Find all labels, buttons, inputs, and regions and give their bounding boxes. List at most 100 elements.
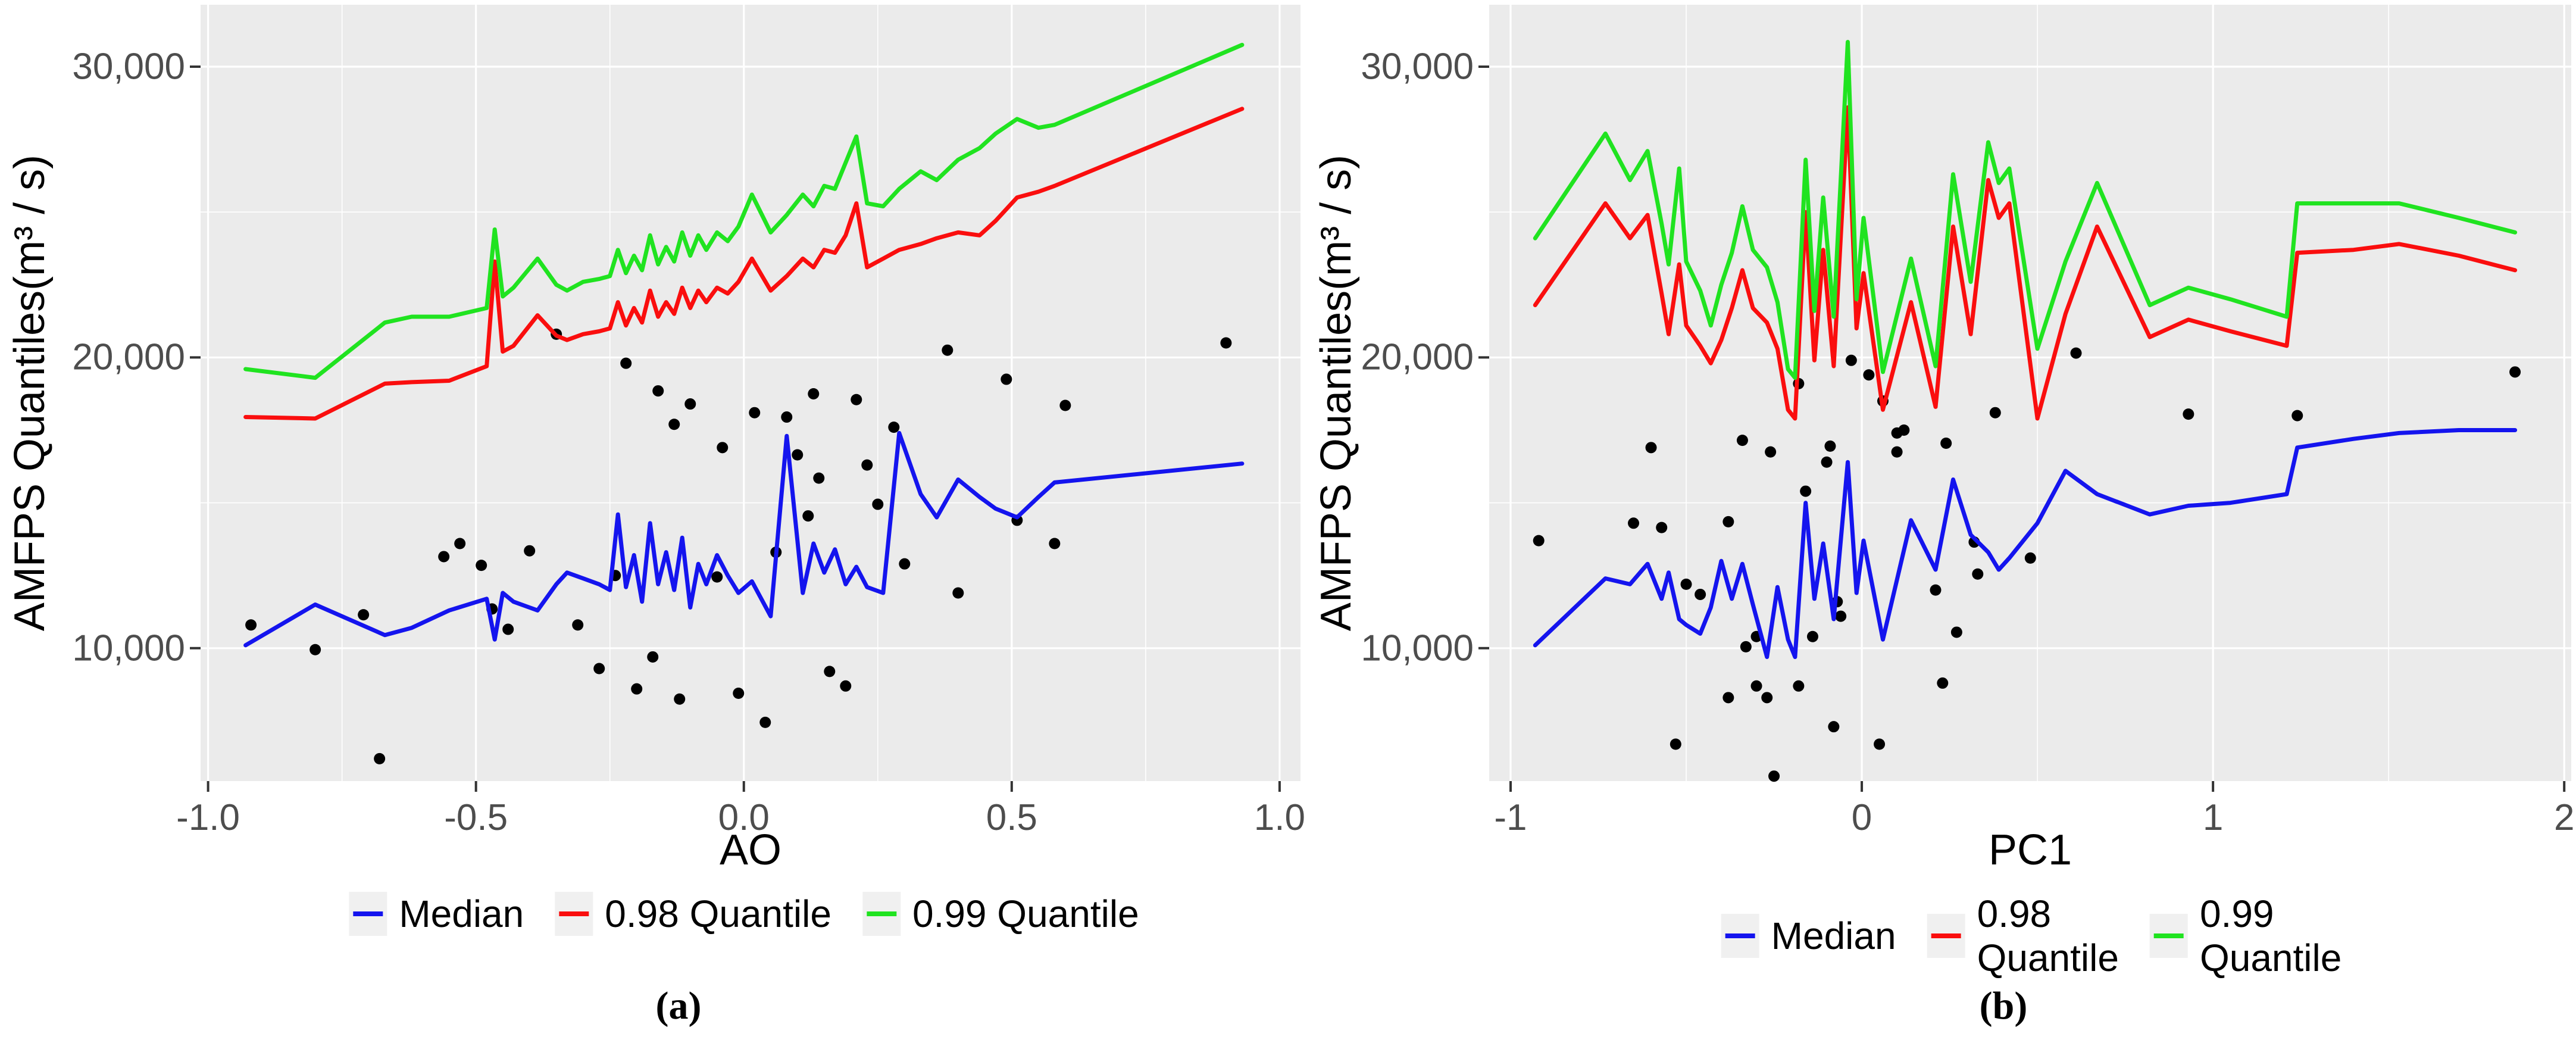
scatter-point [749,407,761,419]
scatter-point [358,609,370,621]
q99-line-key-icon [2153,933,2184,938]
scatter-point [1740,641,1752,652]
legend-label: 0.98 Quantile [1977,892,2119,979]
scatter-point [1722,516,1734,527]
legend-label: Median [1771,914,1896,957]
scatter-point [1533,535,1545,547]
legend-key-box [1927,914,1965,958]
scatter-point [476,560,487,572]
scatter-point [2183,408,2194,420]
scatter-point [952,587,964,599]
scatter-point [1645,442,1657,454]
scatter-point [1750,680,1762,692]
panel-label-a: (a) [655,984,702,1028]
y-tick-label: 20,000 [72,336,185,378]
scatter-point [792,449,804,461]
scatter-point [1891,446,1903,458]
legend-item-099-quantile: 0.99 Quantile [2149,892,2342,980]
x-axis-title-panel-b: PC1 [1988,826,2072,874]
panel-background-b [1489,5,2571,781]
scatter-point [1220,337,1232,349]
0-98-quantile-line-a [243,107,1245,421]
legend-panel-b: Median 0.98 Quantile 0.99 Quantile [1721,892,2342,980]
legend-item-098-quantile: 0.98 Quantile [555,892,831,936]
scatter-point [802,510,814,522]
scatter-point [872,498,884,510]
y-tick-label: 30,000 [1361,46,1474,88]
0-99-quantile-line-a [243,42,1245,380]
legend-key-box [555,892,593,936]
legend-key-box [1721,914,1759,958]
legend-item-098-quantile: 0.98 Quantile [1927,892,2119,980]
scatter-point [717,442,729,454]
q99-line-key-icon [866,911,896,916]
x-tick-label: -1.0 [176,797,240,838]
scatter-point [2509,366,2521,378]
scatter-point [1768,770,1780,782]
0-99-quantile-line-b [1533,40,2518,380]
panel-background-a [201,5,1300,781]
scatter-point [1824,440,1836,452]
scatter-point [1845,354,1857,366]
scatter-point [1950,626,1962,638]
y-tick-label: 10,000 [72,627,185,669]
scatter-point [733,688,745,700]
scatter-point [1874,738,1886,750]
x-tick-label: 0.0 [718,797,770,838]
scatter-point [824,666,836,677]
scatter-point [668,419,680,430]
scatter-point [840,680,852,692]
scatter-point [1940,437,1952,449]
scatter-point [1695,588,1706,600]
scatter-point [684,398,696,410]
scatter-point [1628,517,1640,529]
legend-label: 0.99 Quantile [2199,892,2342,979]
scatter-point [711,571,723,583]
scatter-point [942,344,954,356]
scatter-point [1898,424,1910,436]
scatter-point [310,644,321,655]
scatter-point [1937,677,1949,689]
scatter-point [1793,680,1805,692]
scatter-point [1670,738,1681,750]
x-tick-label: 1.0 [1253,797,1305,838]
scatter-point [1930,584,1942,596]
scatter-point [2070,347,2082,359]
x-tick-label: 0 [1851,797,1872,838]
legend-key-box [862,892,901,936]
legend-item-median: Median [349,892,524,936]
x-tick-label: -1 [1494,797,1527,838]
scatter-point [2024,552,2036,564]
scatter-point [1680,578,1692,590]
scatter-point [1049,538,1061,549]
scatter-point [1835,610,1847,622]
scatter-point [1736,435,1748,446]
y-tick-label: 20,000 [1361,336,1474,378]
x-axis-title-panel-a: AO [719,826,782,874]
scatter-point [1806,630,1818,642]
scatter-point [1722,692,1734,704]
scatter-point [808,388,820,399]
scatter-point [593,663,605,675]
scatter-point [813,472,825,484]
scatter-point [502,623,514,635]
scatter-point [647,651,659,663]
scatter-point [524,545,536,557]
panel-label-b: (b) [1979,984,2028,1028]
0-98-quantile-line-b [1533,105,2518,421]
x-tick-label: 1 [2202,797,2224,838]
legend-label: 0.99 Quantile [912,892,1139,935]
scatter-point [1059,399,1071,411]
scatter-point [245,619,257,631]
median-line-key-icon [1725,933,1755,938]
scatter-point [759,716,771,728]
scatter-point [888,421,900,433]
x-tick-label: -0.5 [444,797,508,838]
y-tick-label: 30,000 [72,46,185,88]
scatter-point [851,394,862,405]
median-line-a [243,430,1245,648]
legend-panel-a: Median 0.98 Quantile 0.99 Quantile [349,892,1139,936]
scatter-point [1800,485,1812,497]
